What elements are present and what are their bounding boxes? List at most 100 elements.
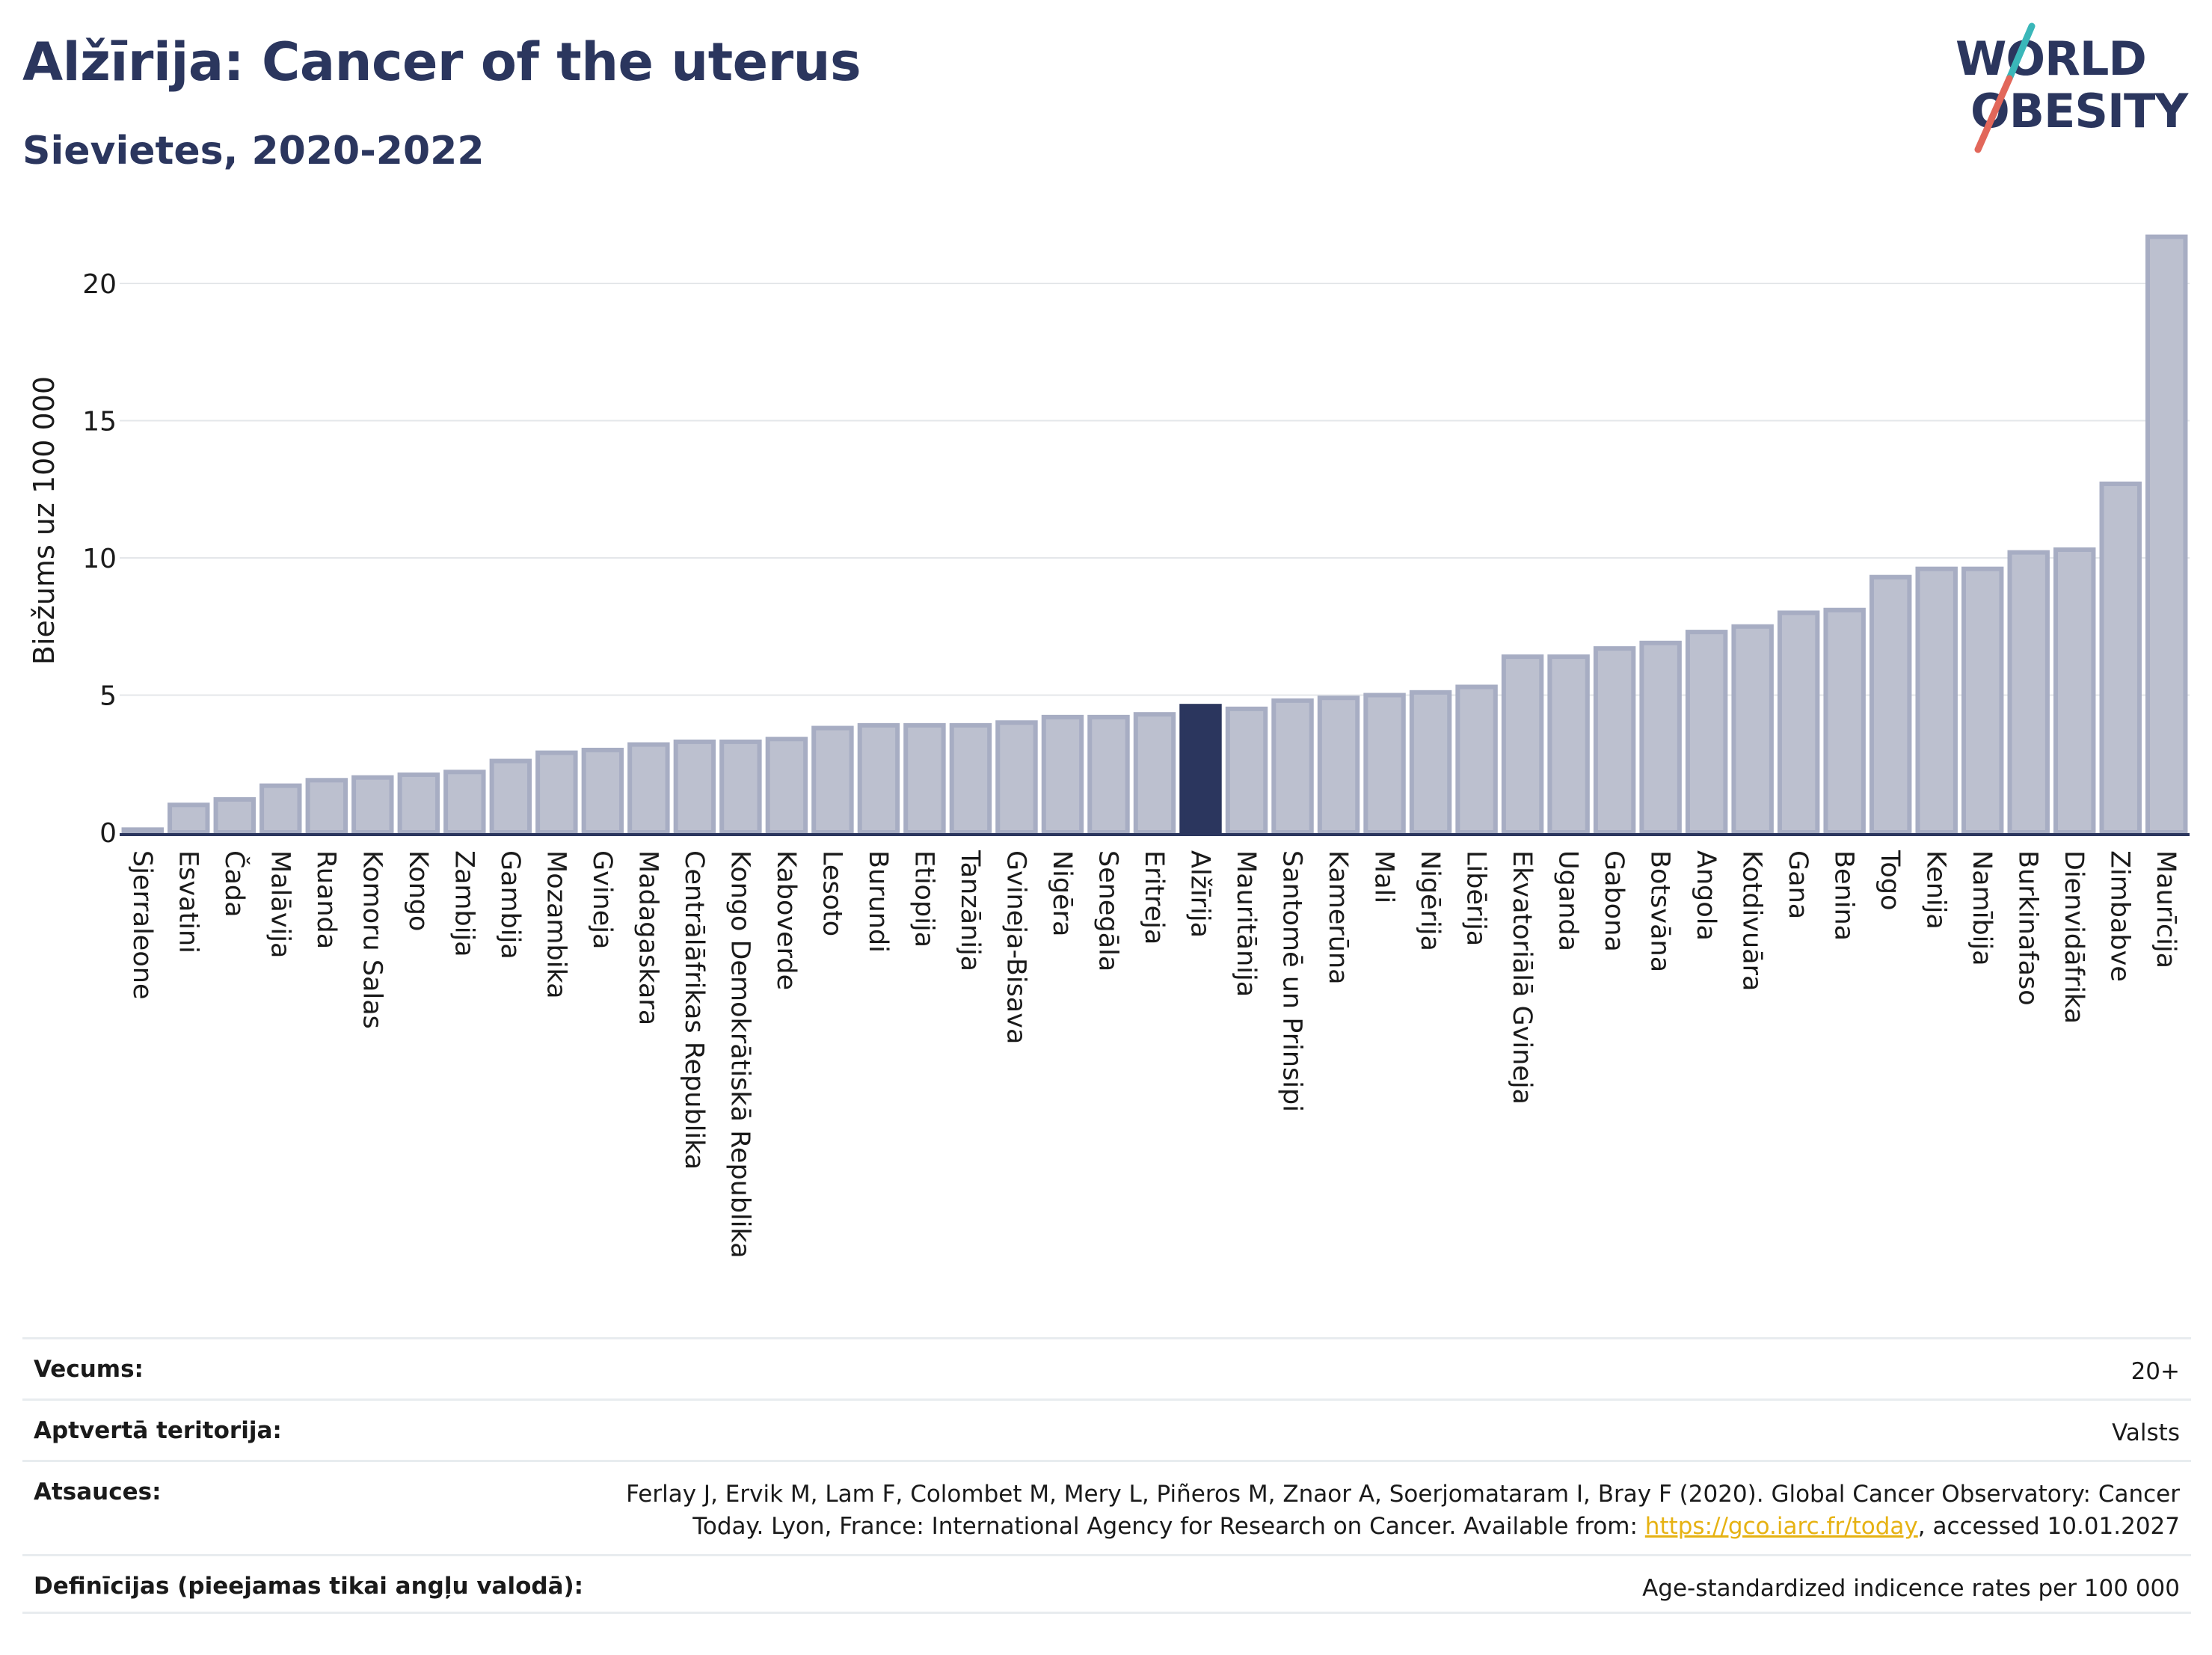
bar [1363,693,1406,835]
x-tick-label: Malāvija [265,850,295,958]
x-tick-label: Gvineja [587,850,617,949]
x-tick-label: Madagaskara [633,850,663,1025]
bar [397,772,440,835]
x-tick-label: Eritreja [1139,850,1169,945]
y-tick-label: 5 [99,681,117,712]
x-tick-label: Santomē un Prinsipi [1277,850,1307,1112]
bar [489,758,532,835]
bar [1409,690,1452,835]
bar [903,722,946,835]
x-tick-label: Burundi [863,850,893,953]
x-tick-label: Gvineja-Bisava [1001,850,1030,1044]
references-line-2-post: , accessed 10.01.2027 [1917,1513,2180,1540]
x-tick-label: Kaboverde [771,850,801,990]
bar [1869,574,1912,835]
definitions-value: Age-standardized indicence rates per 100… [1642,1575,2180,1602]
x-tick-label: Botsvāna [1645,850,1675,972]
bar [1547,654,1590,835]
x-tick-label: Zimbabve [2105,850,2135,982]
x-tick-label: Mauritānija [1231,850,1261,997]
bar [1317,696,1360,835]
age-value: 20+ [2130,1358,2180,1385]
bar [1685,630,1728,835]
bar [857,722,900,835]
logo-slash-red [1974,75,2013,153]
bar [1225,706,1268,835]
bar-highlighted [1179,704,1222,835]
x-tick-label: Namībija [1967,850,1997,966]
x-tick-label: Uganda [1553,850,1583,951]
bar-chart: 0 5 10 15 20 Biežums uz 100 000 Sjerraleone Esv… [28,234,2190,1259]
x-tick-label: Senegāla [1093,850,1122,971]
world-obesity-logo: WORLD OBESITY [1956,22,2190,153]
bar [1593,646,1636,835]
bar [305,778,348,835]
bar [995,720,1038,835]
x-tick-label: Dienvidāfrika [2059,850,2089,1024]
x-tick-label: Mali [1369,850,1399,903]
bar [1961,566,2004,835]
definitions-label: Definīcijas (pieejamas tikai angļu valod… [34,1573,584,1600]
bar [168,802,210,835]
bar [1639,640,1682,835]
bar [1087,714,1130,835]
bar [443,770,486,835]
bar [1777,610,1820,835]
metadata-table: Vecums: 20+ Aptvertā teritorija: Valsts … [22,1337,2191,1614]
x-tick-label: Kongo Demokrātiskā Republika [725,850,755,1259]
bar [949,722,992,835]
footer-row-definitions: Definīcijas (pieejamas tikai angļu valod… [22,1554,2191,1614]
page-subtitle: Sievietes, 2020-2022 [22,129,485,174]
territory-label: Aptvertā teritorija: [34,1417,282,1444]
bar [1731,624,1774,835]
bar [811,725,854,835]
x-tick-label: Ruanda [311,850,341,949]
logo-word-1: WORLD [1956,31,2146,86]
references-value: Ferlay J, Ervik M, Lam F, Colombet M, Me… [626,1479,2180,1543]
x-tick-label: Gabona [1599,850,1629,952]
bar [2007,550,2050,835]
x-tick-label: Alžīrija [1185,850,1215,938]
x-tick-label: Kenija [1921,850,1951,930]
references-link[interactable]: https://gco.iarc.fr/today [1644,1513,1918,1540]
x-tick-label: Benina [1829,850,1859,941]
bar [351,775,394,835]
x-tick-label: Lesoto [817,850,847,936]
x-tick-label: Komoru Salas [357,850,387,1029]
y-tick-label: 15 [82,407,117,437]
x-tick-label: Maurīcija [2151,850,2181,968]
x-tick-label: Centrālāfrikas Republika [679,850,709,1170]
x-tick-label: Nigēra [1047,850,1077,937]
bar [1041,714,1084,835]
territory-value: Valsts [2112,1419,2180,1446]
x-tick-label: Čada [219,850,251,918]
bar [2145,234,2188,835]
bar [2053,547,2096,835]
bar [1271,698,1314,835]
x-tick-label: Burkinafaso [2013,850,2043,1006]
bar [535,750,578,835]
footer-row-age: Vecums: 20+ [22,1337,2191,1398]
y-tick-label: 20 [82,269,117,300]
x-tick-label: Togo [1875,850,1905,910]
bar [1455,684,1498,835]
references-line-2-pre: Today. Lyon, France: International Agenc… [692,1513,1645,1540]
x-tick-label: Angola [1691,850,1721,941]
bar [213,796,256,835]
x-tick-label: Ekvatoriālā Gvineja [1507,850,1537,1105]
page-title: Alžīrija: Cancer of the uterus [22,31,861,93]
age-label: Vecums: [34,1356,144,1383]
bar [1915,566,1958,835]
bar [1133,712,1176,835]
x-tick-label: Kamerūna [1323,850,1353,985]
bar [121,827,164,835]
x-tick-label: Nigērija [1415,850,1445,951]
bar [259,783,302,835]
y-axis-title: Biežums uz 100 000 [28,376,61,665]
logo-slash-teal [2006,22,2036,82]
logo-word-2: OBESITY [1970,84,2189,138]
x-tick-label: Sjerraleone [127,850,157,999]
x-tick-label: Etiopija [909,850,938,948]
y-tick-label: 0 [99,818,117,849]
x-tick-label: Libērija [1461,850,1491,946]
